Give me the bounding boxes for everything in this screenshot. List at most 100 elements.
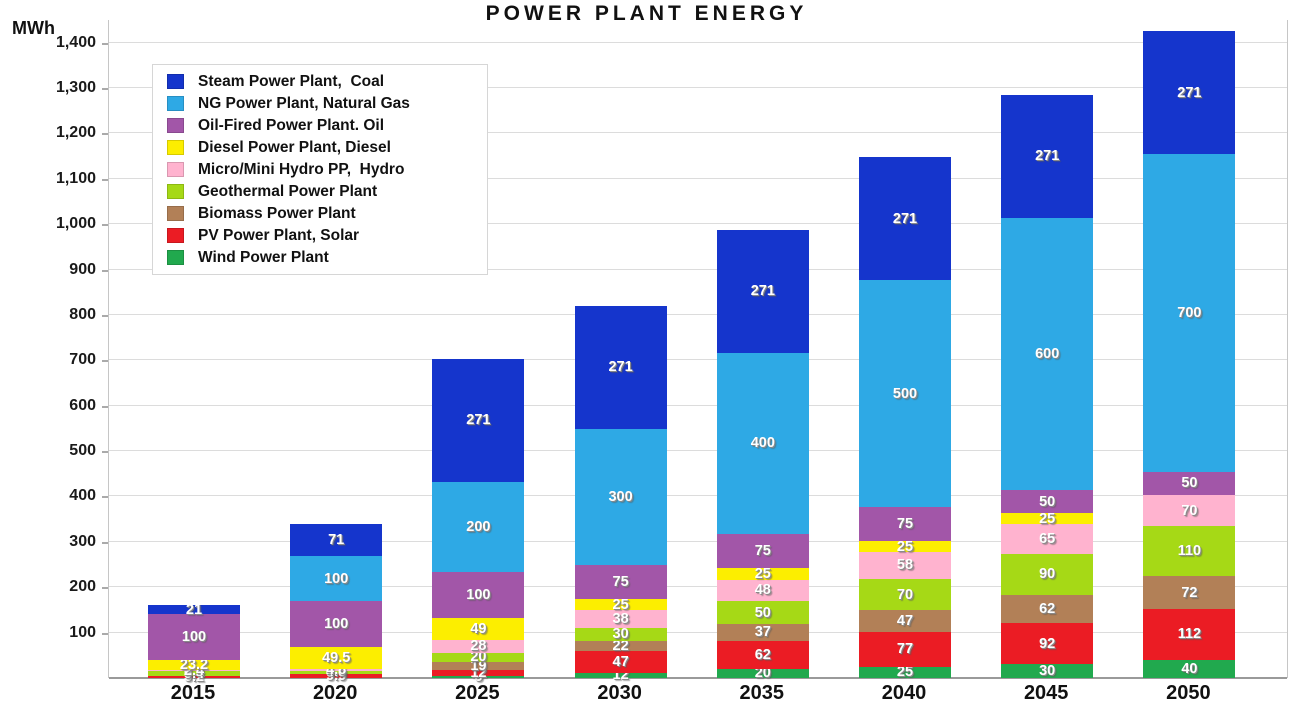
segment-value-label: 47 bbox=[612, 653, 629, 670]
segment-2050-ng-power-plant-natural-gas: 700 bbox=[1143, 154, 1236, 473]
segment-2050-steam-power-plant-coal: 271 bbox=[1143, 31, 1236, 155]
gridline-200 bbox=[109, 586, 1287, 588]
segment-2030-micro-mini-hydro-pp-hydro: 38 bbox=[574, 610, 667, 628]
gridline-300 bbox=[109, 540, 1287, 542]
segment-2040-oil-fired-power-plant-oil: 75 bbox=[859, 506, 951, 541]
legend-swatch-icon bbox=[167, 140, 184, 155]
segment-2040-wind-power-plant: 25 bbox=[859, 664, 951, 680]
segment-value-label: 62 bbox=[754, 646, 771, 663]
segment-2015-steam-power-plant-coal: 21 bbox=[148, 602, 240, 618]
y-tick-mark-700 bbox=[102, 360, 108, 363]
segment-value-label: 25 bbox=[1039, 510, 1056, 527]
segment-value-label: 50 bbox=[1181, 475, 1198, 492]
segment-value-label: 700 bbox=[1177, 305, 1202, 322]
segment-2040-micro-mini-hydro-pp-hydro: 58 bbox=[859, 552, 951, 579]
segment-value-label: 75 bbox=[896, 515, 914, 532]
legend-swatch-icon bbox=[167, 118, 184, 133]
y-tick-label-100: 100 bbox=[69, 623, 96, 641]
segment-2020-oil-fired-power-plant-oil: 100 bbox=[290, 601, 383, 647]
x-tick-label-2030: 2030 bbox=[597, 682, 642, 704]
y-tick-mark-1400 bbox=[102, 42, 108, 45]
legend-label: Oil-Fired Power Plant. Oil bbox=[198, 116, 385, 134]
bar-2020: 9.9 4.8 4.8 49.5 100 100 71 bbox=[290, 523, 383, 684]
gridline-800 bbox=[109, 313, 1287, 315]
legend-label: Wind Power Plant bbox=[198, 248, 329, 266]
legend-swatch-icon bbox=[167, 96, 184, 111]
gridline-100 bbox=[109, 631, 1287, 633]
x-tick-label-2025: 2025 bbox=[455, 682, 500, 704]
segment-value-label: 400 bbox=[750, 435, 775, 452]
segment-2025-ng-power-plant-natural-gas: 200 bbox=[432, 481, 525, 573]
segment-value-label: 75 bbox=[612, 574, 629, 591]
segment-2035-pv-power-plant-solar: 62 bbox=[716, 640, 809, 669]
segment-value-label: 70 bbox=[1181, 502, 1198, 519]
bar-2025: 5 12 19 20 28 49 100 200 271 bbox=[432, 358, 525, 685]
y-tick-mark-400 bbox=[102, 496, 108, 499]
segment-2025-oil-fired-power-plant-oil: 100 bbox=[432, 572, 525, 618]
segment-2030-steam-power-plant-coal: 271 bbox=[574, 305, 667, 429]
segment-2030-oil-fired-power-plant-oil: 75 bbox=[574, 565, 667, 600]
segment-2040-ng-power-plant-natural-gas: 500 bbox=[859, 280, 951, 507]
segment-value-label: 271 bbox=[1177, 84, 1202, 101]
legend-swatch-icon bbox=[167, 74, 184, 89]
y-tick-mark-1100 bbox=[102, 178, 108, 181]
segment-value-label: 271 bbox=[1035, 148, 1060, 165]
segment-value-label: 25 bbox=[896, 538, 914, 555]
segment-2015-diesel-power-plant-diesel: 23.2 bbox=[148, 657, 240, 673]
legend-item-steam-power-plant-coal: Steam Power Plant, Coal bbox=[167, 71, 483, 92]
gridline-900 bbox=[109, 268, 1287, 270]
legend-item-ng-power-plant-natural-gas: NG Power Plant, Natural Gas bbox=[167, 93, 483, 114]
segment-value-label: 25 bbox=[612, 596, 629, 613]
segment-2050-geothermal-power-plant: 110 bbox=[1143, 526, 1236, 577]
segment-value-label: 72 bbox=[1181, 584, 1198, 601]
legend-item-micro-mini-hydro-pp-hydro: Micro/Mini Hydro PP, Hydro bbox=[167, 159, 483, 180]
segment-2035-micro-mini-hydro-pp-hydro: 48 bbox=[716, 579, 809, 602]
segment-value-label: 92 bbox=[1039, 635, 1056, 652]
segment-2030-biomass-power-plant: 22 bbox=[574, 638, 667, 654]
segment-2025-micro-mini-hydro-pp-hydro: 28 bbox=[432, 638, 525, 655]
legend-label: Geothermal Power Plant bbox=[198, 182, 378, 200]
legend-item-geothermal-power-plant: Geothermal Power Plant bbox=[167, 181, 483, 202]
y-tick-label-900: 900 bbox=[69, 260, 96, 278]
segment-value-label: 271 bbox=[750, 283, 775, 300]
y-tick-label-1300: 1,300 bbox=[55, 79, 96, 97]
segment-value-label: 271 bbox=[892, 210, 918, 227]
segment-value-label: 112 bbox=[1177, 626, 1202, 643]
segment-2050-wind-power-plant: 40 bbox=[1143, 659, 1236, 678]
segment-2025-diesel-power-plant-diesel: 49 bbox=[432, 617, 525, 640]
segment-value-label: 100 bbox=[324, 616, 349, 633]
y-tick-mark-800 bbox=[102, 314, 108, 317]
bar-2030: 12 47 22 30 38 25 75 300 271 bbox=[574, 305, 667, 683]
segment-value-label: 75 bbox=[754, 543, 771, 560]
y-tick-label-800: 800 bbox=[69, 305, 96, 323]
segment-value-label: 300 bbox=[608, 488, 633, 505]
segment-2020-micro-mini-hydro-pp-hydro: 4.8 bbox=[290, 662, 383, 678]
legend: Steam Power Plant, Coal NG Power Plant, N… bbox=[152, 64, 488, 275]
x-tick-label-2040: 2040 bbox=[881, 682, 927, 704]
segment-value-label: 49 bbox=[470, 620, 487, 637]
segment-value-label: 37 bbox=[754, 624, 771, 641]
segment-2025-pv-power-plant-solar: 12 bbox=[432, 665, 525, 681]
y-tick-label-400: 400 bbox=[69, 487, 96, 505]
segment-2025-wind-power-plant: 5 bbox=[432, 669, 525, 685]
segment-value-label: 25 bbox=[754, 565, 771, 582]
x-tick-label-2020: 2020 bbox=[312, 682, 358, 704]
bar-2040: 25 77 47 70 58 25 75 500 271 bbox=[859, 157, 951, 680]
legend-swatch-icon bbox=[167, 206, 184, 221]
segment-value-label: 100 bbox=[466, 587, 491, 603]
y-tick-label-1400: 1,400 bbox=[55, 33, 96, 51]
bar-2045: 30 92 62 90 65 25 50 600 271 bbox=[1001, 94, 1094, 680]
segment-value-label: 77 bbox=[896, 641, 914, 658]
segment-value-label: 48 bbox=[754, 582, 771, 599]
y-tick-label-200: 200 bbox=[69, 578, 96, 596]
chart-title: POWER PLANT ENERGY bbox=[485, 2, 808, 25]
y-tick-mark-300 bbox=[102, 541, 108, 544]
segment-value-label: 62 bbox=[1039, 600, 1056, 617]
x-tick-label-2015: 2015 bbox=[170, 682, 216, 704]
segment-2040-geothermal-power-plant: 70 bbox=[859, 578, 951, 611]
segment-value-label: 28 bbox=[470, 638, 487, 655]
segment-value-label: 30 bbox=[1039, 663, 1056, 680]
segment-2020-steam-power-plant-coal: 71 bbox=[290, 523, 383, 556]
legend-item-wind-power-plant: Wind Power Plant bbox=[167, 247, 483, 268]
segment-2045-biomass-power-plant: 62 bbox=[1001, 594, 1094, 623]
